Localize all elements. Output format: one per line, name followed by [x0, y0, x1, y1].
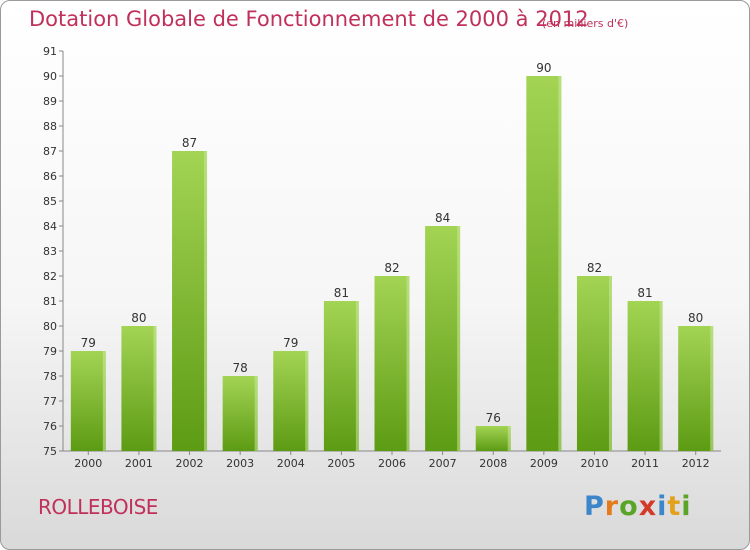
bar-2004 — [273, 351, 309, 451]
bar-value-label: 79 — [283, 336, 298, 350]
y-tick-label: 91 — [43, 45, 57, 58]
bar-highlight — [507, 426, 511, 451]
x-tick-label: 2005 — [327, 457, 355, 470]
bar-highlight — [608, 276, 612, 451]
y-tick-label: 77 — [43, 395, 57, 408]
y-tick-label: 84 — [43, 220, 57, 233]
bar-highlight — [558, 76, 562, 451]
bar-highlight — [204, 151, 208, 451]
bar-2000 — [70, 351, 106, 451]
x-tick-label: 2006 — [378, 457, 406, 470]
x-tick-label: 2011 — [631, 457, 659, 470]
x-tick-label: 2009 — [530, 457, 558, 470]
bar-value-label: 80 — [131, 311, 146, 325]
y-tick-label: 78 — [43, 370, 57, 383]
x-tick-label: 2008 — [479, 457, 507, 470]
bar-highlight — [102, 351, 106, 451]
bar-2002 — [172, 151, 208, 451]
bar-2010 — [576, 276, 612, 451]
bar-value-label: 82 — [384, 261, 399, 275]
bar-value-label: 87 — [182, 136, 197, 150]
x-tick-label: 2001 — [125, 457, 153, 470]
bar-highlight — [710, 326, 714, 451]
bar-highlight — [406, 276, 410, 451]
y-tick-label: 79 — [43, 345, 57, 358]
commune-name: ROLLEBOISE — [38, 495, 158, 519]
x-tick-label: 2012 — [682, 457, 710, 470]
bar-value-label: 76 — [486, 411, 501, 425]
bar-value-label: 90 — [536, 61, 551, 75]
bar-2006 — [374, 276, 410, 451]
proxiti-logo: Proxiti — [584, 491, 692, 522]
chart-title: Dotation Globale de Fonctionnement de 20… — [29, 7, 589, 31]
y-tick-label: 89 — [43, 95, 57, 108]
y-tick-label: 90 — [43, 70, 57, 83]
x-tick-label: 2000 — [74, 457, 102, 470]
bar-value-label: 78 — [233, 361, 248, 375]
y-tick-label: 86 — [43, 170, 57, 183]
bar-value-label: 79 — [81, 336, 96, 350]
bar-value-label: 81 — [637, 286, 652, 300]
bar-2012 — [678, 326, 714, 451]
bar-2011 — [627, 301, 663, 451]
bar-highlight — [659, 301, 663, 451]
bar-2008 — [475, 426, 511, 451]
y-tick-label: 82 — [43, 270, 57, 283]
y-tick-label: 76 — [43, 420, 57, 433]
x-tick-label: 2010 — [580, 457, 608, 470]
x-tick-label: 2007 — [429, 457, 457, 470]
bar-2001 — [121, 326, 157, 451]
chart-unit: (en milliers d'€) — [542, 17, 629, 30]
y-tick-label: 80 — [43, 320, 57, 333]
y-tick-label: 87 — [43, 145, 57, 158]
y-tick-label: 83 — [43, 245, 57, 258]
bar-2009 — [526, 76, 562, 451]
bar-value-label: 82 — [587, 261, 602, 275]
bar-highlight — [254, 376, 258, 451]
bar-highlight — [355, 301, 359, 451]
bar-2003 — [222, 376, 258, 451]
x-tick-label: 2002 — [176, 457, 204, 470]
x-tick-label: 2004 — [277, 457, 305, 470]
y-tick-label: 81 — [43, 295, 57, 308]
bar-value-label: 81 — [334, 286, 349, 300]
bar-highlight — [305, 351, 309, 451]
y-tick-label: 75 — [43, 445, 57, 458]
x-tick-label: 2003 — [226, 457, 254, 470]
bar-value-label: 84 — [435, 211, 450, 225]
bar-value-label: 80 — [688, 311, 703, 325]
y-tick-label: 88 — [43, 120, 57, 133]
bar-highlight — [457, 226, 461, 451]
y-tick-label: 85 — [43, 195, 57, 208]
bar-highlight — [153, 326, 157, 451]
bar-2005 — [323, 301, 359, 451]
bar-2007 — [425, 226, 461, 451]
